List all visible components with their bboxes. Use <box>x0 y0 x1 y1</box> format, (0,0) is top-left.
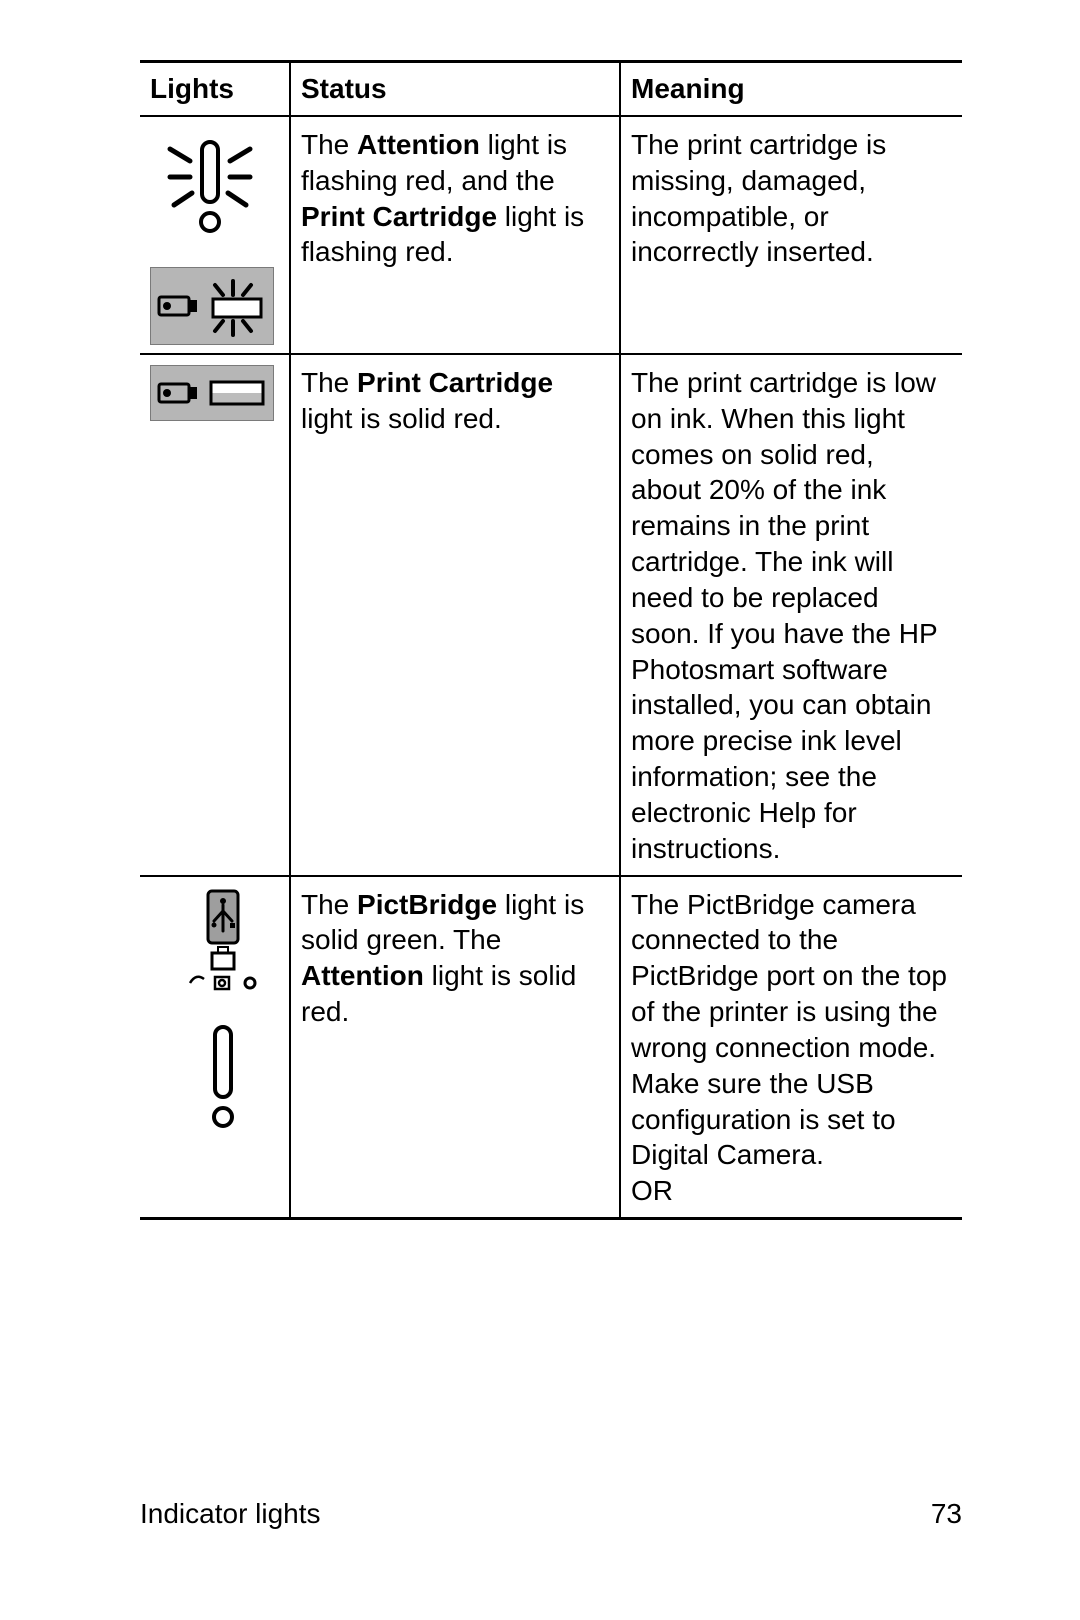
status-cell: The PictBridge light is solid green. The… <box>290 876 620 1219</box>
footer-page-number: 73 <box>931 1498 962 1530</box>
cartridge-solid-icon <box>150 365 274 421</box>
meaning-text: The PictBridge camera connected to the P… <box>631 889 947 1207</box>
header-meaning: Meaning <box>620 62 962 117</box>
meaning-cell: The print cartridge is missing, damaged,… <box>620 116 962 354</box>
status-text: The <box>301 129 357 160</box>
status-text: PictBridge <box>357 889 497 920</box>
meaning-text: The print cartridge is missing, damaged,… <box>631 129 886 267</box>
table-row: The Print Cartridge light is solid red. … <box>140 354 962 876</box>
document-page: Lights Status Meaning <box>0 0 1080 1620</box>
status-text: The <box>301 367 357 398</box>
status-text: Attention <box>301 960 424 991</box>
attention-solid-icon <box>203 1021 243 1131</box>
footer-section-title: Indicator lights <box>140 1498 321 1530</box>
attention-flashing-icon <box>150 127 270 237</box>
indicator-lights-table: Lights Status Meaning <box>140 60 962 1220</box>
status-text: Print Cartridge <box>357 367 553 398</box>
status-text: Print Cartridge <box>301 201 497 232</box>
meaning-text: The print cartridge is low on ink. When … <box>631 367 937 864</box>
lights-cell <box>140 354 290 876</box>
cartridge-flashing-icon <box>150 267 274 345</box>
status-text: light is solid red. <box>301 403 502 434</box>
header-lights: Lights <box>140 62 290 117</box>
table-row: The PictBridge light is solid green. The… <box>140 876 962 1219</box>
status-text: The <box>301 889 357 920</box>
pictbridge-icon <box>178 887 268 997</box>
status-text: Attention <box>357 129 480 160</box>
status-cell: The Attention light is flashing red, and… <box>290 116 620 354</box>
lights-cell <box>140 876 290 1219</box>
status-cell: The Print Cartridge light is solid red. <box>290 354 620 876</box>
meaning-cell: The print cartridge is low on ink. When … <box>620 354 962 876</box>
page-footer: Indicator lights 73 <box>140 1498 962 1530</box>
table-row: The Attention light is flashing red, and… <box>140 116 962 354</box>
header-status: Status <box>290 62 620 117</box>
table-header-row: Lights Status Meaning <box>140 62 962 117</box>
meaning-cell: The PictBridge camera connected to the P… <box>620 876 962 1219</box>
lights-cell <box>140 116 290 354</box>
